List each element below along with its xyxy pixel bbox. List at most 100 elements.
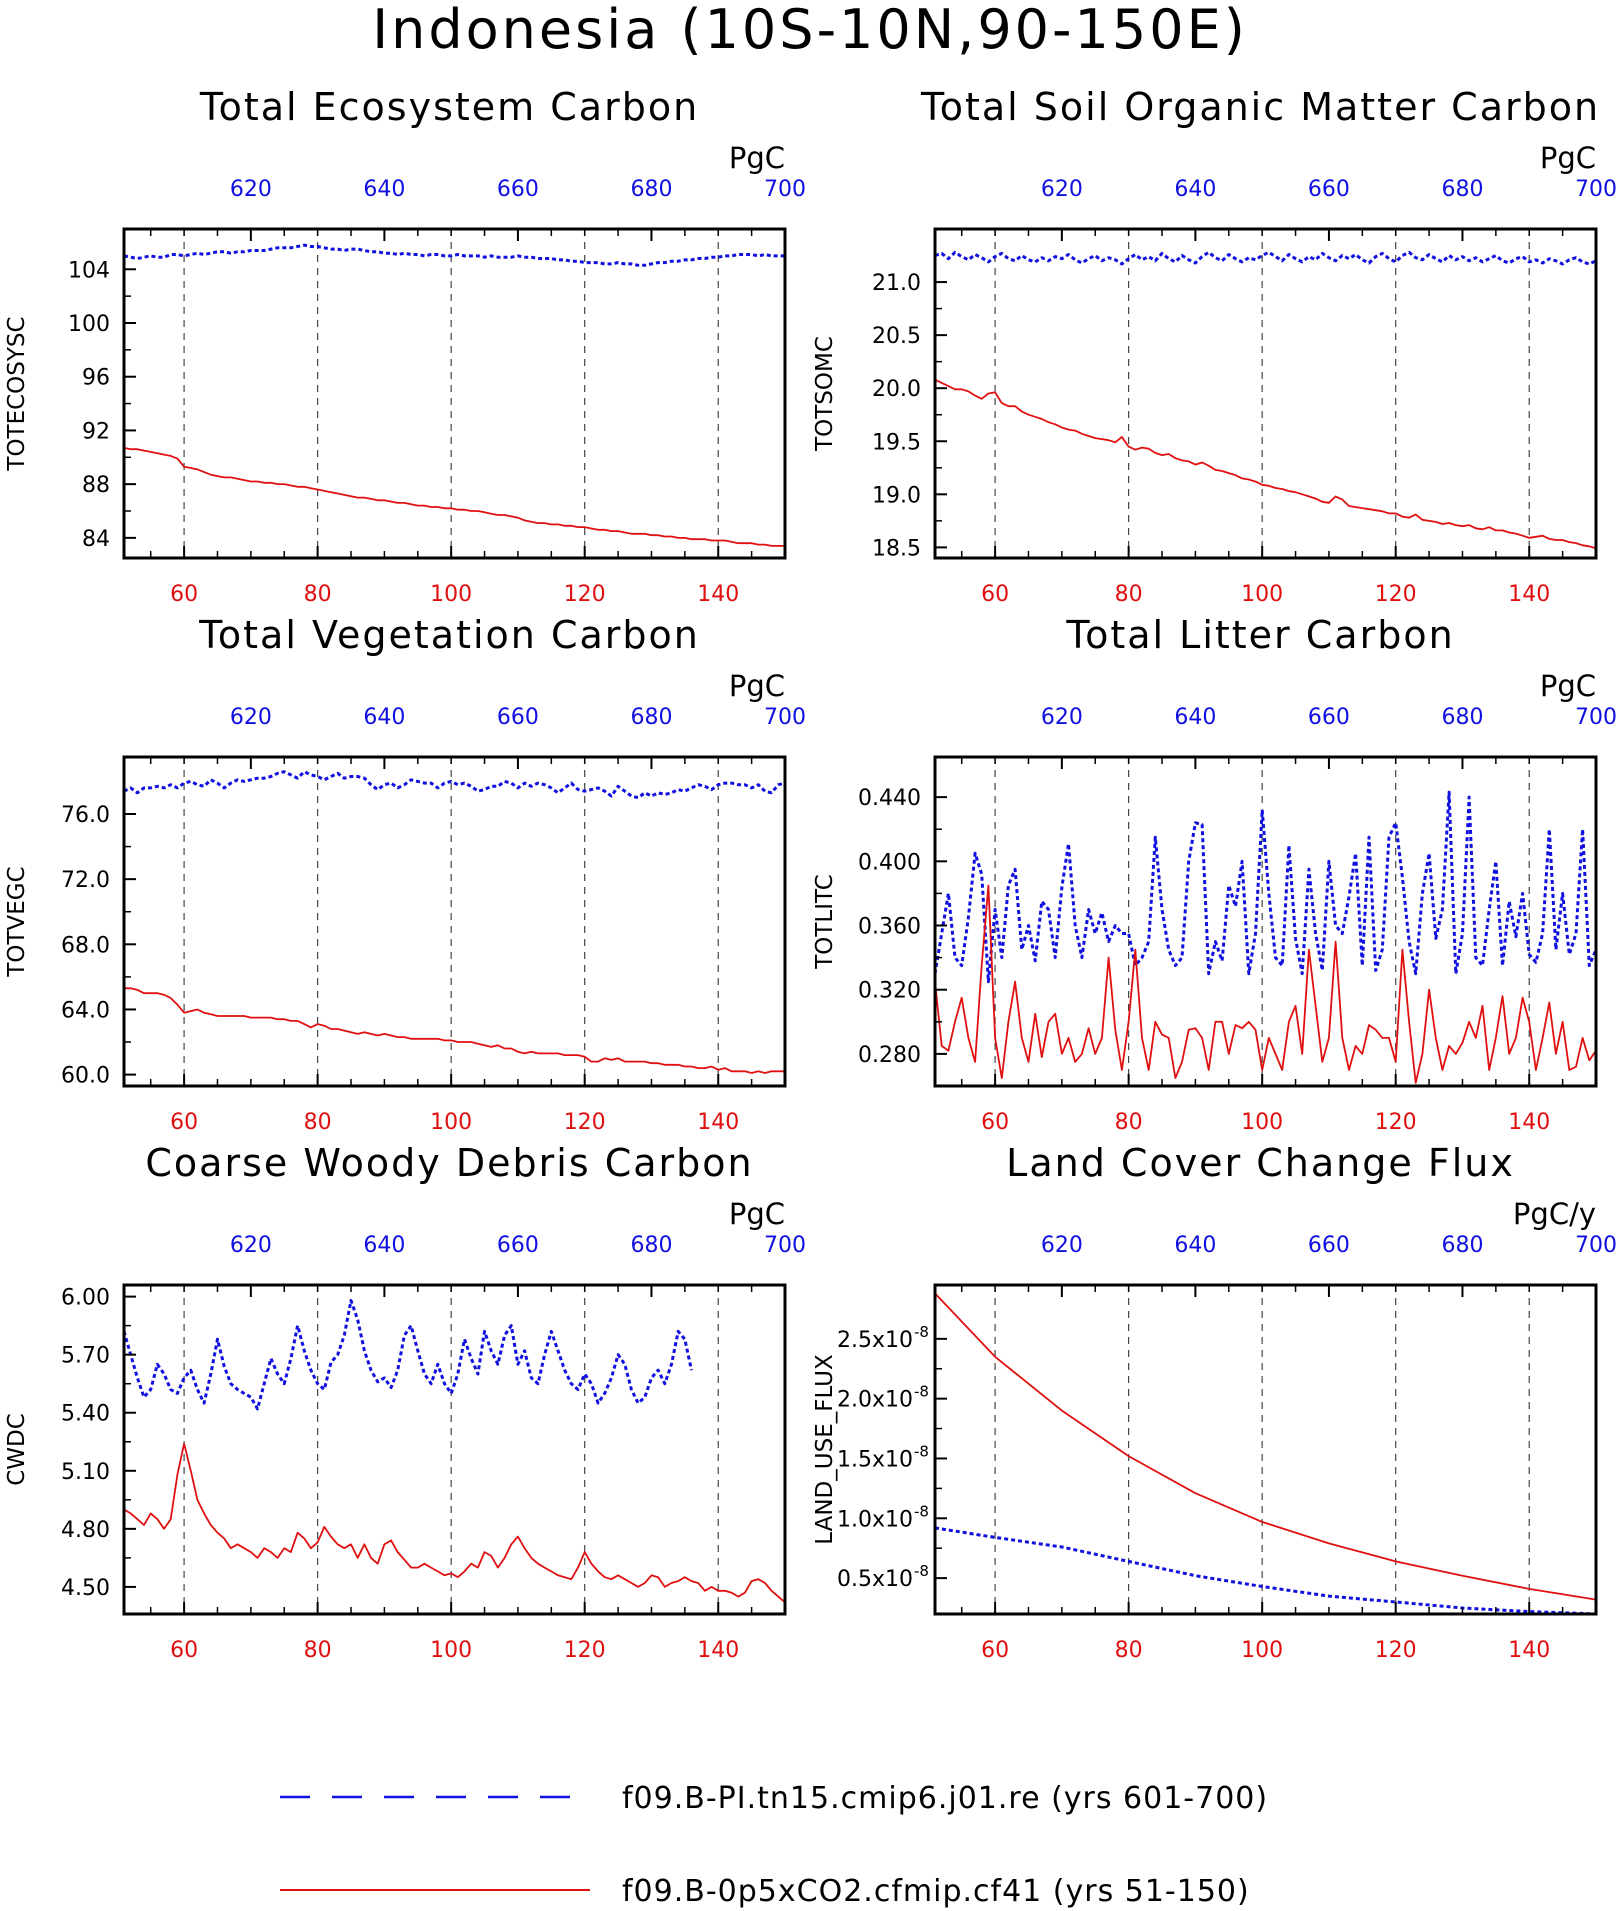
y-tick-label: 0.280 — [858, 1043, 921, 1068]
top-x-tick-label: 640 — [363, 705, 405, 730]
legend-exp-label: f09.B-0p5xCO2.cfmip.cf41 (yrs 51-150) — [622, 1874, 1250, 1909]
chart-title: Total Vegetation Carbon — [198, 613, 700, 657]
x-tick-label: 80 — [304, 1110, 332, 1135]
series-line-ctrl — [122, 1299, 693, 1411]
top-x-tick-label: 640 — [363, 177, 405, 202]
top-x-tick-label: 620 — [1041, 177, 1083, 202]
y-axis-label: CWDC — [4, 1413, 30, 1486]
chart-panel: Total Litter Carbon 0.280 0.320 0.360 0.400 0… — [812, 613, 1617, 1135]
y-axis-label: TOTVEGC — [4, 866, 30, 977]
x-tick-label: 120 — [1375, 582, 1417, 607]
top-x-tick-label: 640 — [1174, 705, 1216, 730]
y-tick-label: 2.5x10 — [837, 1328, 913, 1353]
plot-frame — [933, 755, 1598, 1088]
plot-frame — [122, 1283, 787, 1616]
series-line-exp — [124, 987, 785, 1074]
top-x-tick-label: 700 — [1575, 705, 1617, 730]
top-x-tick-label: 660 — [497, 1233, 539, 1258]
x-tick-label: 140 — [697, 1110, 739, 1135]
top-x-tick-label: 700 — [1575, 1233, 1617, 1258]
top-x-tick-label: 620 — [1041, 1233, 1083, 1258]
y-tick-label: 104 — [68, 258, 110, 283]
y-tick-label: 96 — [82, 366, 110, 391]
top-x-tick-label: 680 — [1441, 705, 1483, 730]
y-tick-label: 60.0 — [61, 1064, 110, 1089]
x-tick-label: 60 — [170, 1638, 198, 1663]
y-tick-label: 5.10 — [61, 1460, 110, 1485]
chart-title: Coarse Woody Debris Carbon — [145, 1141, 753, 1185]
y-tick-label: 0.440 — [858, 786, 921, 811]
unit-label: PgC — [729, 669, 785, 703]
x-tick-label: 100 — [430, 582, 472, 607]
chart-panel: Total Ecosystem Carbon 84 88 92 96 100 104 60 80… — [4, 85, 806, 607]
y-tick-label: 72.0 — [61, 868, 110, 893]
x-tick-label: 120 — [564, 582, 606, 607]
chart-panel: Total Vegetation Carbon 60.0 64.0 68.0 72.0 7… — [4, 613, 806, 1135]
legend-ctrl-label: f09.B-PI.tn15.cmip6.j01.re (yrs 601-700) — [622, 1781, 1268, 1816]
y-axis-label: TOTSOMC — [812, 336, 838, 452]
series-line-exp — [123, 1442, 786, 1604]
top-x-tick-label: 660 — [1308, 177, 1350, 202]
y-tick-label: 100 — [68, 312, 110, 337]
y-tick-exponent: -8 — [914, 1502, 929, 1520]
top-x-tick-label: 620 — [230, 1233, 272, 1258]
top-x-tick-label: 620 — [230, 177, 272, 202]
x-tick-label: 120 — [564, 1110, 606, 1135]
y-tick-exponent: -8 — [914, 1442, 929, 1460]
y-tick-label: 2.0x10 — [837, 1388, 913, 1413]
x-tick-label: 140 — [697, 1638, 739, 1663]
series-line-exp — [934, 884, 1597, 1084]
plot-frame — [933, 1283, 1598, 1616]
y-tick-label: 18.5 — [872, 536, 921, 561]
y-tick-label: 20.0 — [872, 377, 921, 402]
unit-label: PgC/y — [1513, 1197, 1596, 1231]
top-x-tick-label: 620 — [1041, 705, 1083, 730]
top-x-tick-label: 700 — [764, 1233, 806, 1258]
unit-label: PgC — [729, 1197, 785, 1231]
top-x-tick-label: 640 — [363, 1233, 405, 1258]
x-tick-label: 140 — [1508, 582, 1550, 607]
top-x-tick-label: 660 — [497, 177, 539, 202]
y-tick-label: 19.5 — [872, 430, 921, 455]
y-tick-label: 92 — [82, 419, 110, 444]
y-tick-label: 21.0 — [872, 271, 921, 296]
series-line-exp — [934, 1292, 1597, 1601]
series-line-ctrl — [123, 770, 786, 800]
x-tick-label: 140 — [697, 582, 739, 607]
y-tick-label: 6.00 — [61, 1286, 110, 1311]
series-line-exp — [123, 447, 785, 547]
x-tick-label: 60 — [170, 582, 198, 607]
top-x-tick-label: 680 — [630, 705, 672, 730]
y-tick-label: 0.320 — [858, 979, 921, 1004]
x-tick-label: 140 — [1508, 1638, 1550, 1663]
top-x-tick-label: 680 — [630, 177, 672, 202]
series-line-ctrl — [123, 243, 785, 267]
series-line-ctrl — [934, 250, 1597, 266]
unit-label: PgC — [1540, 141, 1596, 175]
y-tick-label: 20.5 — [872, 324, 921, 349]
top-x-tick-label: 700 — [1575, 177, 1617, 202]
legend: f09.B-PI.tn15.cmip6.j01.re (yrs 601-700)… — [280, 1781, 1268, 1909]
chart-title: Total Litter Carbon — [1065, 613, 1454, 657]
top-x-tick-label: 680 — [1441, 177, 1483, 202]
y-tick-exponent: -8 — [914, 1562, 929, 1580]
top-x-tick-label: 620 — [230, 705, 272, 730]
top-x-tick-label: 660 — [1308, 705, 1350, 730]
x-tick-label: 80 — [1115, 582, 1143, 607]
unit-label: PgC — [1540, 669, 1596, 703]
top-x-tick-label: 680 — [1441, 1233, 1483, 1258]
y-tick-label: 0.360 — [858, 915, 921, 940]
y-tick-label: 4.50 — [61, 1576, 110, 1601]
y-tick-label: 64.0 — [61, 998, 110, 1023]
chart-title: Land Cover Change Flux — [1006, 1141, 1515, 1185]
x-tick-label: 80 — [1115, 1110, 1143, 1135]
y-tick-label: 0.5x10 — [837, 1567, 913, 1592]
x-tick-label: 100 — [1241, 1638, 1283, 1663]
plot-frame — [933, 227, 1598, 560]
x-tick-label: 60 — [981, 1638, 1009, 1663]
plot-frame — [122, 755, 787, 1088]
series-line-ctrl — [934, 1526, 1597, 1616]
chart-title: Total Ecosystem Carbon — [199, 85, 699, 129]
